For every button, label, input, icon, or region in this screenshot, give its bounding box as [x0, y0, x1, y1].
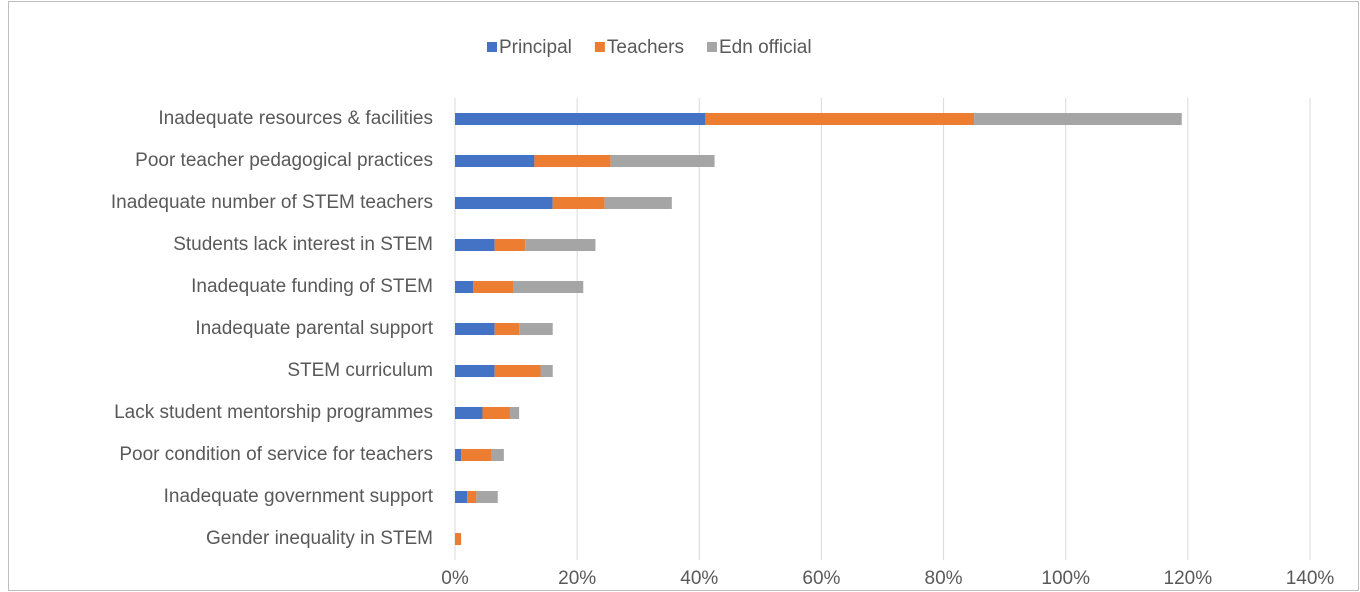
y-tick-label: Inadequate number of STEM teachers [111, 192, 433, 213]
bar-segment [455, 197, 553, 209]
bar-segment [461, 449, 492, 461]
bar-segment [525, 239, 596, 251]
bar-segment [455, 113, 706, 125]
y-tick-label: Gender inequality in STEM [206, 528, 433, 549]
legend-swatch [594, 42, 605, 52]
legend-label: Edn official [719, 37, 812, 58]
bar-segment [455, 533, 462, 545]
bar-segment [455, 281, 474, 293]
legend-label: Teachers [607, 37, 684, 58]
legend-swatch [487, 42, 497, 52]
bar-segment [494, 323, 520, 335]
x-tick-label: 20% [558, 568, 596, 589]
y-tick-label: Lack student mentorship programmes [114, 402, 433, 423]
x-tick-label: 140% [1286, 568, 1335, 589]
bar-segment [455, 239, 495, 251]
y-tick-label: Inadequate funding of STEM [191, 276, 433, 297]
y-tick-label: Inadequate parental support [195, 318, 433, 339]
bar-segment [494, 239, 526, 251]
bar-segment [455, 365, 495, 377]
bar-segment [519, 323, 553, 335]
x-tick-label: 100% [1041, 568, 1090, 589]
y-tick-label: Students lack interest in STEM [173, 234, 433, 255]
bar-segment [455, 449, 462, 461]
bar-segment [455, 491, 468, 503]
y-tick-label: Poor condition of service for teachers [119, 444, 433, 465]
bar-segment [705, 113, 975, 125]
bar-segment [473, 281, 514, 293]
bar-segment [540, 365, 553, 377]
bar-segment [467, 491, 477, 503]
y-tick-label: STEM curriculum [287, 360, 433, 381]
bar-segment [494, 365, 541, 377]
bar-segment [482, 407, 510, 419]
bar-segment [513, 281, 584, 293]
bar-segment [610, 155, 715, 167]
bar-segment [552, 197, 605, 209]
x-tick-label: 80% [925, 568, 963, 589]
bar-segment [455, 155, 535, 167]
bar-segment [509, 407, 520, 419]
y-tick-label: Poor teacher pedagogical practices [135, 150, 433, 171]
bar-segment [455, 323, 495, 335]
legend-swatch [706, 42, 717, 52]
bar-segment [455, 407, 483, 419]
chart-border [8, 1, 1359, 591]
bar-segment [974, 113, 1182, 125]
bar-segment [476, 491, 498, 503]
x-tick-label: 0% [441, 568, 469, 589]
bar-segment [491, 449, 504, 461]
y-tick-label: Inadequate government support [164, 486, 434, 507]
bar-segment [604, 197, 672, 209]
x-tick-label: 120% [1164, 568, 1213, 589]
x-tick-label: 60% [802, 568, 840, 589]
bar-segment [534, 155, 611, 167]
legend-label: Principal [499, 37, 572, 58]
y-tick-label: Inadequate resources & facilities [158, 108, 433, 129]
x-tick-label: 40% [680, 568, 718, 589]
